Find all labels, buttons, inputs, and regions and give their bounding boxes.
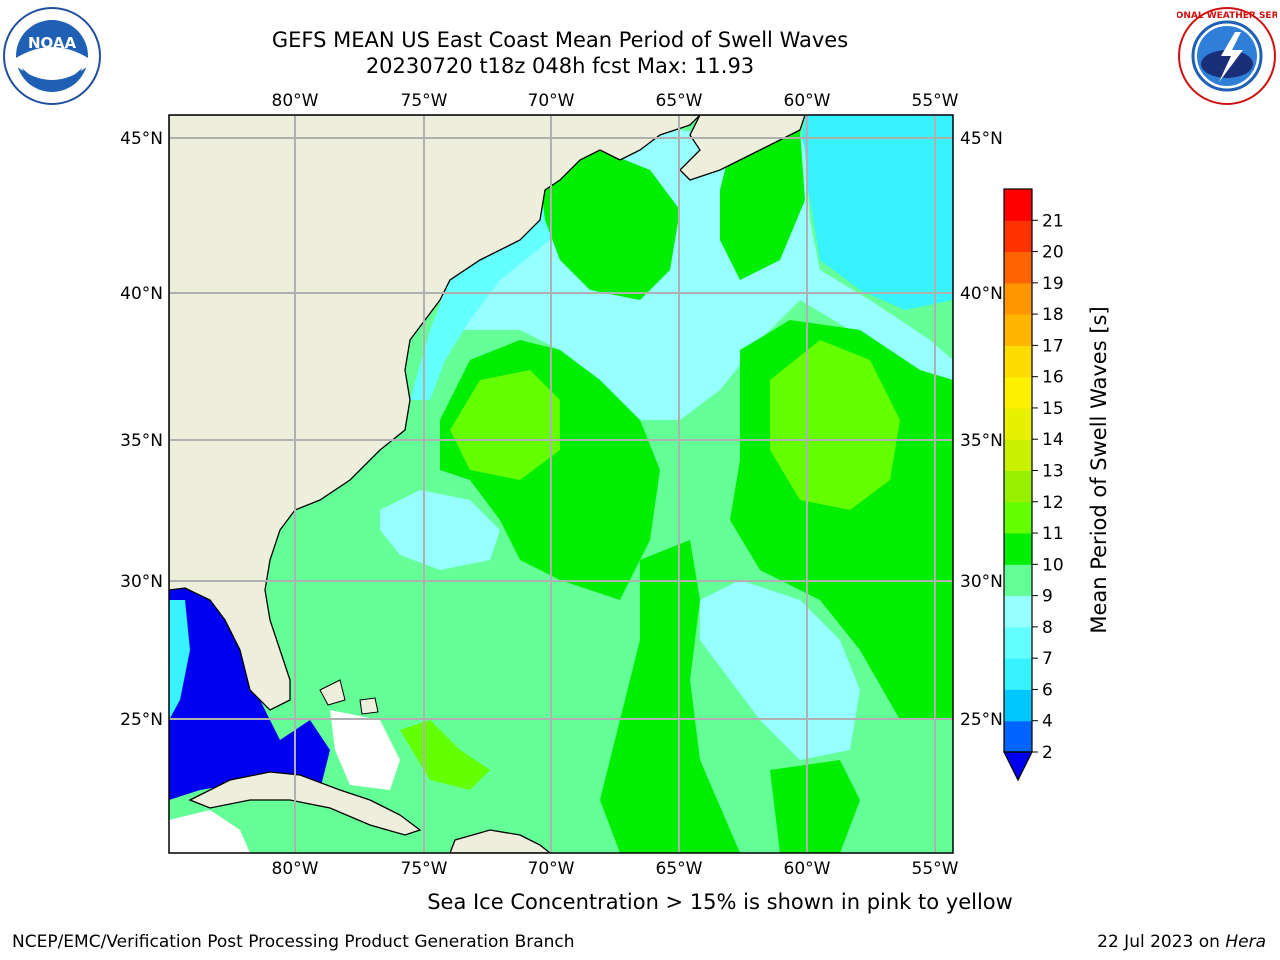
colorbar-tick-label: 13 — [1042, 462, 1064, 482]
map-area — [169, 115, 953, 853]
lon-tick-top: 55°W — [912, 91, 959, 111]
colorbar-tick-label: 10 — [1042, 555, 1064, 575]
footer-date: 22 Jul 2023 on Hera — [1097, 932, 1266, 952]
colorbar-tick-label: 18 — [1042, 305, 1064, 325]
land-bahamas-2 — [360, 698, 378, 714]
lat-tick-right: 25°N — [960, 710, 1003, 730]
colorbar-tick-label: 12 — [1042, 493, 1064, 513]
lat-tick-right: 35°N — [960, 431, 1003, 451]
colorbar-segment — [1004, 533, 1032, 565]
colorbar-tick-label: 21 — [1042, 211, 1064, 231]
lat-ticks-left: 45°N 40°N 35°N 30°N 25°N — [120, 129, 163, 730]
colorbar-segment — [1004, 627, 1032, 659]
lon-tick-top: 70°W — [528, 91, 575, 111]
lon-tick-bottom: 65°W — [656, 859, 703, 879]
lat-ticks-right: 45°N 40°N 35°N 30°N 25°N — [960, 129, 1003, 730]
colorbar-tick-label: 9 — [1042, 587, 1053, 607]
lon-ticks-bottom: 80°W 75°W 70°W 65°W 60°W 55°W — [272, 859, 959, 879]
colorbar-extend-min — [1004, 752, 1032, 780]
lon-tick-bottom: 70°W — [528, 859, 575, 879]
lon-tick-bottom: 80°W — [272, 859, 319, 879]
colorbar-segment — [1004, 658, 1032, 690]
lat-tick-right: 45°N — [960, 129, 1003, 149]
lon-tick-bottom: 55°W — [912, 859, 959, 879]
footer-credit: NCEP/EMC/Verification Post Processing Pr… — [12, 932, 575, 952]
colorbar-label: Mean Period of Swell Waves [s] — [1087, 306, 1111, 633]
colorbar-segment — [1004, 345, 1032, 377]
colorbar-segment — [1004, 471, 1032, 503]
colorbar: 2 4 6 7 8 9 10 11 12 13 14 15 16 17 18 19 20 21 — [1004, 189, 1064, 780]
lon-ticks-top: 80°W 75°W 70°W 65°W 60°W 55°W — [272, 91, 959, 111]
lat-tick-left: 40°N — [120, 284, 163, 304]
colorbar-segment — [1004, 220, 1032, 252]
colorbar-tick-label: 16 — [1042, 368, 1064, 388]
colorbar-segment — [1004, 439, 1032, 471]
lat-tick-left: 25°N — [120, 710, 163, 730]
lon-tick-top: 80°W — [272, 91, 319, 111]
colorbar-segment — [1004, 408, 1032, 440]
footer-date-text: 22 Jul 2023 on — [1097, 932, 1225, 952]
colorbar-tick-label: 8 — [1042, 618, 1053, 638]
lat-tick-right: 30°N — [960, 572, 1003, 592]
footer-machine: Hera — [1225, 932, 1266, 952]
lat-tick-left: 30°N — [120, 572, 163, 592]
colorbar-segment — [1004, 189, 1032, 221]
colorbar-tick-label: 14 — [1042, 430, 1064, 450]
colorbar-segment — [1004, 283, 1032, 315]
colorbar-segment — [1004, 689, 1032, 721]
lat-tick-left: 45°N — [120, 129, 163, 149]
colorbar-tick-label: 15 — [1042, 399, 1064, 419]
colorbar-tick-label: 17 — [1042, 336, 1064, 356]
lon-tick-top: 75°W — [401, 91, 448, 111]
lon-tick-bottom: 75°W — [401, 859, 448, 879]
colorbar-segment — [1004, 252, 1032, 284]
colorbar-segment — [1004, 502, 1032, 534]
colorbar-tick-label: 6 — [1042, 680, 1053, 700]
colorbar-tick-label: 20 — [1042, 243, 1064, 263]
colorbar-segment — [1004, 564, 1032, 596]
lon-tick-top: 60°W — [784, 91, 831, 111]
lat-tick-right: 40°N — [960, 284, 1003, 304]
colorbar-segment — [1004, 721, 1032, 753]
lon-tick-bottom: 60°W — [784, 859, 831, 879]
colorbar-tick-label: 2 — [1042, 743, 1053, 763]
colorbar-tick-label: 7 — [1042, 649, 1053, 669]
sea-ice-note: Sea Ice Concentration > 15% is shown in … — [170, 890, 1130, 914]
colorbar-segment — [1004, 596, 1032, 628]
lon-tick-top: 65°W — [656, 91, 703, 111]
colorbar-segment — [1004, 314, 1032, 346]
colorbar-tick-label: 4 — [1042, 712, 1053, 732]
colorbar-tick-label: 19 — [1042, 274, 1064, 294]
lat-tick-left: 35°N — [120, 431, 163, 451]
colorbar-segment — [1004, 377, 1032, 409]
colorbar-tick-label: 11 — [1042, 524, 1064, 544]
